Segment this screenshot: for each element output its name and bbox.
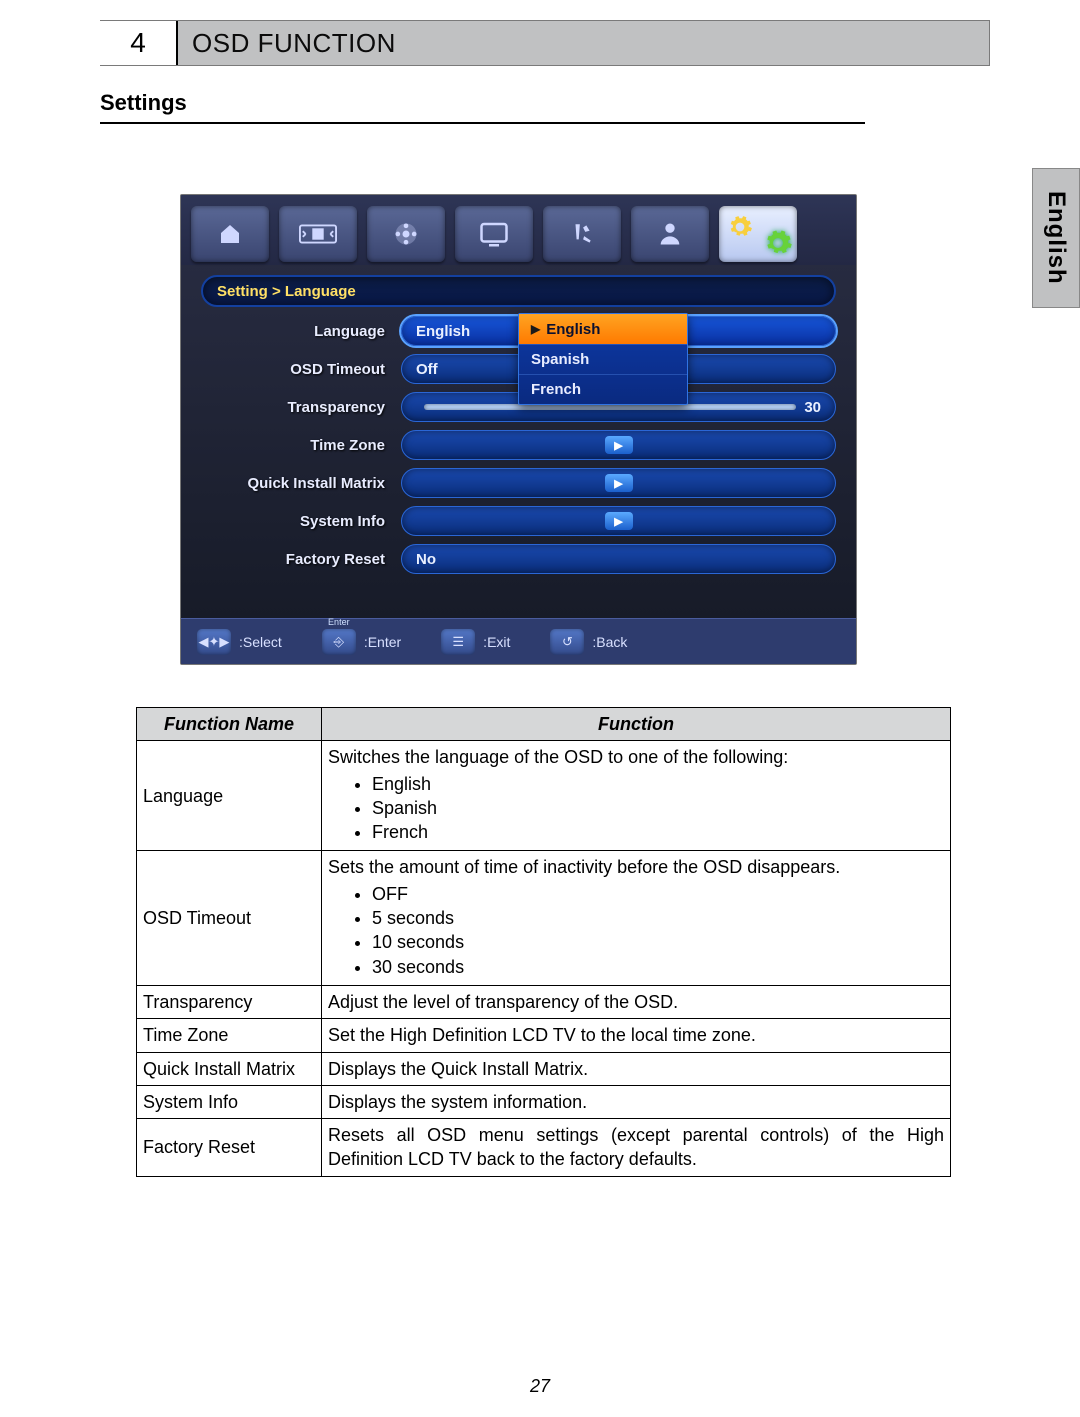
dropdown-label: English bbox=[546, 321, 600, 338]
cell-function-name: System Info bbox=[137, 1085, 322, 1118]
row-label-transparency: Transparency bbox=[201, 399, 401, 416]
table-row: Time ZoneSet the High Definition LCD TV … bbox=[137, 1019, 951, 1052]
cell-function-desc: Set the High Definition LCD TV to the lo… bbox=[322, 1019, 951, 1052]
enter-tag: Enter bbox=[328, 617, 350, 627]
cell-function-name: Language bbox=[137, 741, 322, 851]
dropdown-item-english[interactable]: ▶ English bbox=[519, 314, 687, 344]
footer-label: Select bbox=[243, 634, 282, 650]
language-side-tab: English bbox=[1032, 168, 1080, 308]
cell-function-desc: Sets the amount of time of inactivity be… bbox=[322, 851, 951, 985]
footer-enter: Enter ⎆ : Enter bbox=[322, 629, 401, 655]
osd-footer: ◀✦▶ : Select Enter ⎆ : Enter ☰ : Exit ↺ … bbox=[181, 618, 856, 664]
osd-screenshot: Setting > Language Language English OSD … bbox=[180, 194, 857, 665]
row-label-timezone: Time Zone bbox=[201, 437, 401, 454]
enter-icon: Enter ⎆ bbox=[322, 629, 356, 655]
row-label-qim: Quick Install Matrix bbox=[201, 475, 401, 492]
transparency-value: 30 bbox=[804, 399, 821, 416]
footer-label: Enter bbox=[368, 634, 401, 650]
cell-function-name: Quick Install Matrix bbox=[137, 1052, 322, 1085]
row-label-language: Language bbox=[201, 323, 401, 340]
row-label-timeout: OSD Timeout bbox=[201, 361, 401, 378]
osd-breadcrumb: Setting > Language bbox=[201, 275, 836, 307]
tab-home-icon[interactable] bbox=[191, 206, 269, 262]
language-dropdown[interactable]: ▶ English Spanish French bbox=[518, 313, 688, 405]
cell-function-desc: Displays the system information. bbox=[322, 1085, 951, 1118]
cell-function-desc: Adjust the level of transparency of the … bbox=[322, 985, 951, 1018]
row-label-sysinfo: System Info bbox=[201, 513, 401, 530]
table-row: Quick Install MatrixDisplays the Quick I… bbox=[137, 1052, 951, 1085]
cell-function-name: Transparency bbox=[137, 985, 322, 1018]
dropdown-label: French bbox=[531, 381, 581, 398]
table-row: OSD TimeoutSets the amount of time of in… bbox=[137, 851, 951, 985]
chapter-header: 4 OSD FUNCTION bbox=[100, 20, 990, 66]
cell-function-name: Time Zone bbox=[137, 1019, 322, 1052]
table-row: Factory ResetResets all OSD menu setting… bbox=[137, 1119, 951, 1177]
arrow-icon: ▶ bbox=[605, 512, 633, 530]
arrow-icon: ▶ bbox=[605, 436, 633, 454]
caret-icon: ▶ bbox=[531, 322, 540, 336]
cell-function-name: OSD Timeout bbox=[137, 851, 322, 985]
tab-settings-icon[interactable] bbox=[719, 206, 797, 262]
table-row: TransparencyAdjust the level of transpar… bbox=[137, 985, 951, 1018]
side-tab-label: English bbox=[1042, 191, 1070, 285]
th-function: Function bbox=[322, 708, 951, 741]
chapter-number: 4 bbox=[100, 21, 178, 65]
function-table: Function Name Function LanguageSwitches … bbox=[136, 707, 951, 1177]
cell-function-desc: Displays the Quick Install Matrix. bbox=[322, 1052, 951, 1085]
footer-back: ↺ : Back bbox=[550, 629, 627, 655]
dpad-icon: ◀✦▶ bbox=[197, 629, 231, 655]
table-row: LanguageSwitches the language of the OSD… bbox=[137, 741, 951, 851]
dropdown-label: Spanish bbox=[531, 351, 589, 368]
page-number: 27 bbox=[0, 1376, 1080, 1397]
row-label-factory: Factory Reset bbox=[201, 551, 401, 568]
footer-label: Back bbox=[596, 634, 627, 650]
back-icon: ↺ bbox=[550, 629, 584, 655]
table-row: System InfoDisplays the system informati… bbox=[137, 1085, 951, 1118]
footer-select: ◀✦▶ : Select bbox=[197, 629, 282, 655]
osd-tab-bar bbox=[181, 195, 856, 265]
row-value-sysinfo[interactable]: ▶ bbox=[401, 506, 836, 536]
tab-video-icon[interactable] bbox=[367, 206, 445, 262]
chapter-title: OSD FUNCTION bbox=[178, 21, 989, 65]
th-function-name: Function Name bbox=[137, 708, 322, 741]
footer-exit: ☰ : Exit bbox=[441, 629, 510, 655]
dropdown-item-spanish[interactable]: Spanish bbox=[519, 344, 687, 374]
dropdown-item-french[interactable]: French bbox=[519, 374, 687, 404]
cell-function-desc: Resets all OSD menu settings (except par… bbox=[322, 1119, 951, 1177]
tab-parental-icon[interactable] bbox=[631, 206, 709, 262]
osd-settings-list: Language English OSD Timeout Off Transpa… bbox=[201, 313, 836, 577]
section-title: Settings bbox=[100, 90, 865, 124]
row-value-timezone[interactable]: ▶ bbox=[401, 430, 836, 460]
cell-function-desc: Switches the language of the OSD to one … bbox=[322, 741, 951, 851]
row-value-factory[interactable]: No bbox=[401, 544, 836, 574]
arrow-icon: ▶ bbox=[605, 474, 633, 492]
footer-label: Exit bbox=[487, 634, 510, 650]
exit-icon: ☰ bbox=[441, 629, 475, 655]
tab-audio-icon[interactable] bbox=[543, 206, 621, 262]
cell-function-name: Factory Reset bbox=[137, 1119, 322, 1177]
tab-aspect-icon[interactable] bbox=[279, 206, 357, 262]
tab-tv-icon[interactable] bbox=[455, 206, 533, 262]
row-value-qim[interactable]: ▶ bbox=[401, 468, 836, 498]
